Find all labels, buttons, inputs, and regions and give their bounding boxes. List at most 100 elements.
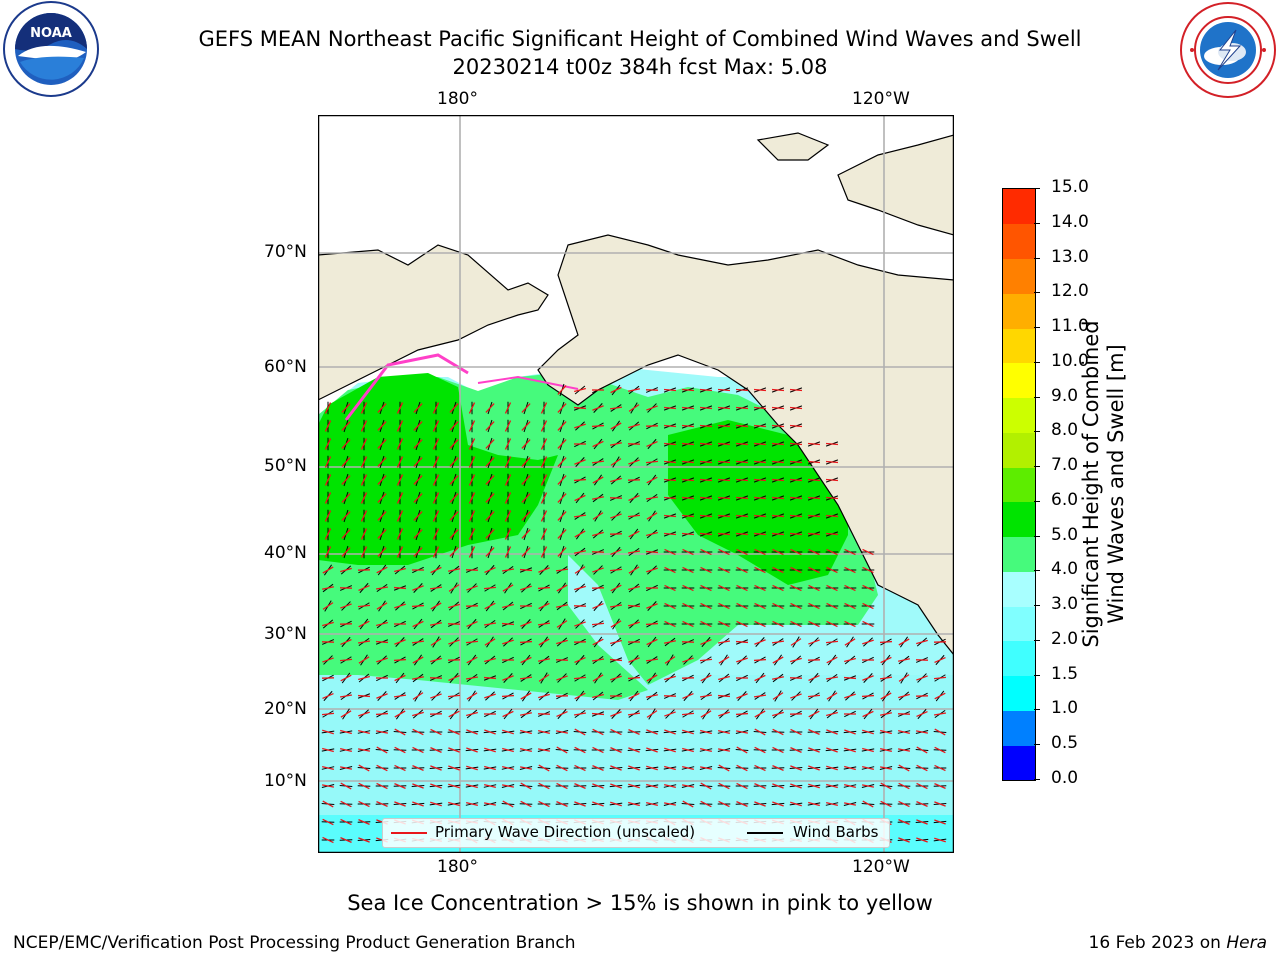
wave-direction-arrow (682, 602, 694, 610)
wave-direction-arrow (555, 568, 569, 572)
wave-direction-arrow (610, 765, 622, 771)
wave-direction-arrow (468, 492, 476, 504)
wave-direction-arrow (646, 638, 658, 646)
wave-direction-arrow (880, 800, 892, 808)
wave-direction-arrow (555, 730, 569, 734)
wave-direction-arrow (790, 602, 802, 610)
wave-direction-arrow (897, 748, 911, 752)
wave-direction-arrow (627, 550, 641, 554)
wave-direction-arrow (771, 532, 785, 536)
wave-direction-arrow (664, 675, 676, 681)
wave-direction-arrow (466, 765, 478, 771)
wave-direction-arrow (772, 656, 784, 664)
wave-direction-arrow (521, 493, 531, 503)
wave-direction-arrow (468, 420, 476, 432)
wave-direction-arrow (501, 694, 515, 698)
wave-direction-arrow (718, 620, 730, 628)
colorbar-band (1003, 258, 1035, 294)
wave-direction-arrow (574, 656, 586, 664)
wave-direction-arrow (484, 784, 496, 788)
wave-direction-arrow (663, 388, 677, 392)
wave-direction-arrow (682, 566, 694, 574)
wave-direction-arrow (915, 730, 929, 734)
wave-direction-arrow (753, 460, 767, 464)
wave-direction-arrow (754, 710, 766, 718)
wave-direction-arrow (324, 492, 332, 504)
wave-direction-arrow (646, 729, 658, 735)
colorbar-tick-mark (1034, 292, 1040, 294)
wave-direction-arrow (808, 801, 820, 807)
wave-direction-arrow (521, 529, 531, 539)
wave-direction-arrow (432, 402, 440, 414)
wave-direction-arrow (754, 548, 766, 556)
colorbar-tick-label: 13.0 (1051, 246, 1089, 267)
wave-direction-arrow (556, 764, 568, 772)
wave-direction-arrow (700, 782, 712, 790)
wave-direction-arrow (664, 566, 676, 574)
wave-direction-arrow (663, 514, 677, 518)
wave-direction-arrow (449, 493, 459, 503)
wave-direction-arrow (826, 656, 838, 664)
wave-direction-arrow (358, 656, 370, 664)
wave-direction-arrow (341, 511, 351, 521)
wave-direction-arrow (879, 676, 893, 680)
wave-direction-arrow (664, 765, 676, 771)
wave-direction-arrow (754, 764, 766, 772)
wave-direction-arrow (557, 529, 567, 539)
colorbar-tick-label: 3.0 (1051, 594, 1079, 615)
wave-direction-arrow (520, 782, 532, 790)
wave-direction-arrow (700, 602, 712, 610)
wave-direction-arrow (646, 674, 658, 682)
wave-direction-arrow (682, 747, 694, 753)
wave-direction-arrow (358, 584, 370, 592)
wave-direction-arrow (485, 529, 495, 539)
wave-direction-arrow (826, 802, 838, 806)
wave-direction-arrow (377, 457, 387, 467)
wave-direction-arrow (376, 621, 388, 627)
wave-direction-arrow (609, 658, 623, 662)
wave-direction-arrow (772, 783, 784, 789)
wave-direction-arrow (537, 622, 551, 626)
map-panel: Primary Wave Direction (unscaled) Wind B… (317, 114, 955, 854)
wave-direction-arrow (449, 457, 459, 467)
wave-direction-arrow (448, 765, 460, 771)
wave-direction-arrow (753, 694, 767, 698)
colorbar-tick-mark (1034, 570, 1040, 572)
wave-direction-arrow (377, 439, 387, 449)
wave-direction-arrow (898, 837, 910, 843)
wave-direction-arrow (700, 638, 712, 646)
wave-direction-arrow (771, 424, 785, 428)
wave-direction-arrow (789, 406, 803, 410)
wave-direction-arrow (358, 675, 370, 681)
wave-direction-arrow (754, 801, 766, 807)
wave-direction-arrow (789, 424, 803, 428)
wave-direction-arrow (862, 548, 874, 556)
wave-direction-arrow (718, 730, 730, 734)
wave-direction-arrow (501, 568, 515, 572)
wave-direction-arrow (449, 475, 459, 485)
wave-direction-arrow (413, 403, 423, 413)
wave-direction-arrow (412, 746, 424, 754)
sea-ice-note: Sea Ice Concentration > 15% is shown in … (347, 891, 933, 915)
wave-direction-arrow (341, 547, 351, 557)
wave-direction-arrow (934, 783, 946, 789)
wave-direction-arrow (718, 566, 730, 574)
wave-direction-arrow (573, 676, 587, 680)
wave-direction-arrow (934, 801, 946, 807)
wind-barbs-swatch (747, 832, 783, 834)
wave-direction-arrow (521, 457, 531, 467)
wave-direction-arrow (574, 387, 586, 393)
colorbar-band (1003, 501, 1035, 538)
colorbar-band (1003, 710, 1035, 746)
lat-label: 50°N (264, 456, 307, 476)
wave-direction-arrow (664, 656, 676, 664)
wave-direction-arrow (646, 603, 658, 609)
wave-direction-arrow (540, 546, 548, 558)
wave-direction-arrow (700, 800, 712, 808)
wave-direction-arrow (322, 692, 334, 700)
wave-direction-arrow (449, 529, 459, 539)
wave-direction-arrow (540, 402, 548, 414)
wave-direction-arrow (897, 658, 911, 662)
wave-direction-arrow (557, 475, 567, 485)
wave-direction-arrow (377, 493, 387, 503)
